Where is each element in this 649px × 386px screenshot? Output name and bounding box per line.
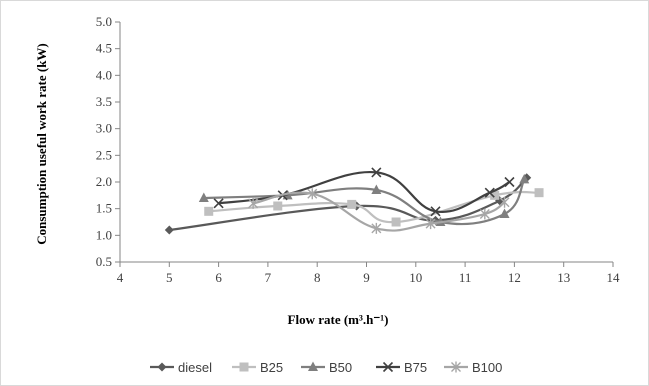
legend-label: B50 [329, 360, 352, 375]
x-tick-label: 14 [607, 270, 621, 285]
data-point [430, 206, 441, 217]
legend-item-b25: B25 [232, 360, 283, 375]
y-tick-label: 0.5 [96, 254, 112, 269]
legend-swatch-marker [308, 361, 318, 371]
x-tick-label: 12 [508, 270, 521, 285]
y-axis-title: Consumption useful work rate (kW) [34, 43, 49, 245]
series-line [252, 191, 506, 232]
x-tick-label: 5 [166, 270, 173, 285]
data-point [371, 167, 382, 178]
data-point [204, 206, 214, 216]
legend: diesel B25 B50 B75 B100 [150, 360, 502, 375]
legend-swatch-marker [239, 362, 249, 372]
legend-item-b100: B100 [444, 360, 502, 375]
data-point [499, 208, 510, 218]
data-point [425, 218, 436, 230]
legend-item-b50: B50 [301, 360, 352, 375]
data-point [213, 198, 224, 209]
x-tick-label: 13 [557, 270, 570, 285]
data-point [198, 192, 209, 202]
y-tick-label: 5.0 [96, 14, 112, 29]
axis-labels: Flow rate (m³.h⁻¹) Consumption useful wo… [34, 43, 388, 327]
y-tick-label: 1.5 [96, 201, 112, 216]
legend-label: B75 [404, 360, 427, 375]
axes: 0.5 1.0 1.5 2.0 2.5 3.0 3.5 4.0 4.5 5.0 4 5 6 7 8 9 10 11… [96, 14, 620, 285]
y-tick-label: 2.0 [96, 174, 112, 189]
data-point [371, 222, 382, 234]
data-point [504, 176, 515, 188]
data-point [248, 197, 259, 209]
data-point [307, 188, 318, 200]
x-tick-label: 8 [314, 270, 321, 285]
x-tick-label: 4 [117, 270, 124, 285]
data-point [347, 199, 357, 209]
data-point [490, 190, 500, 200]
series-b100 [248, 188, 510, 234]
x-tick-label: 9 [363, 270, 370, 285]
legend-label: diesel [178, 360, 212, 375]
data-point [519, 173, 530, 184]
y-tick-label: 4.0 [96, 67, 112, 82]
x-tick-label: 7 [265, 270, 272, 285]
legend-swatch-marker [451, 361, 461, 373]
y-tick-label: 4.5 [96, 41, 112, 56]
data-point [391, 217, 401, 227]
y-tick-label: 1.0 [96, 227, 112, 242]
data-point [479, 208, 490, 220]
plot-series [164, 167, 544, 235]
legend-label: B100 [472, 360, 502, 375]
series-b25 [204, 188, 544, 227]
legend-swatch-marker [382, 361, 394, 373]
data-point [499, 196, 510, 208]
data-point [371, 184, 382, 194]
data-point [273, 201, 283, 211]
y-tick-label: 3.5 [96, 94, 112, 109]
legend-item-diesel: diesel [150, 360, 212, 375]
y-tick-label: 3.0 [96, 121, 112, 136]
data-point [534, 188, 544, 198]
x-tick-label: 11 [459, 270, 472, 285]
x-axis-title: Flow rate (m³.h⁻¹) [288, 312, 389, 327]
legend-label: B25 [260, 360, 283, 375]
y-tick-label: 2.5 [96, 147, 112, 162]
data-point [484, 187, 495, 198]
x-tick-label: 6 [215, 270, 222, 285]
legend-item-b75: B75 [376, 360, 427, 375]
data-point [164, 225, 174, 235]
legend-swatch-marker [157, 362, 167, 372]
x-tick-label: 10 [409, 270, 422, 285]
